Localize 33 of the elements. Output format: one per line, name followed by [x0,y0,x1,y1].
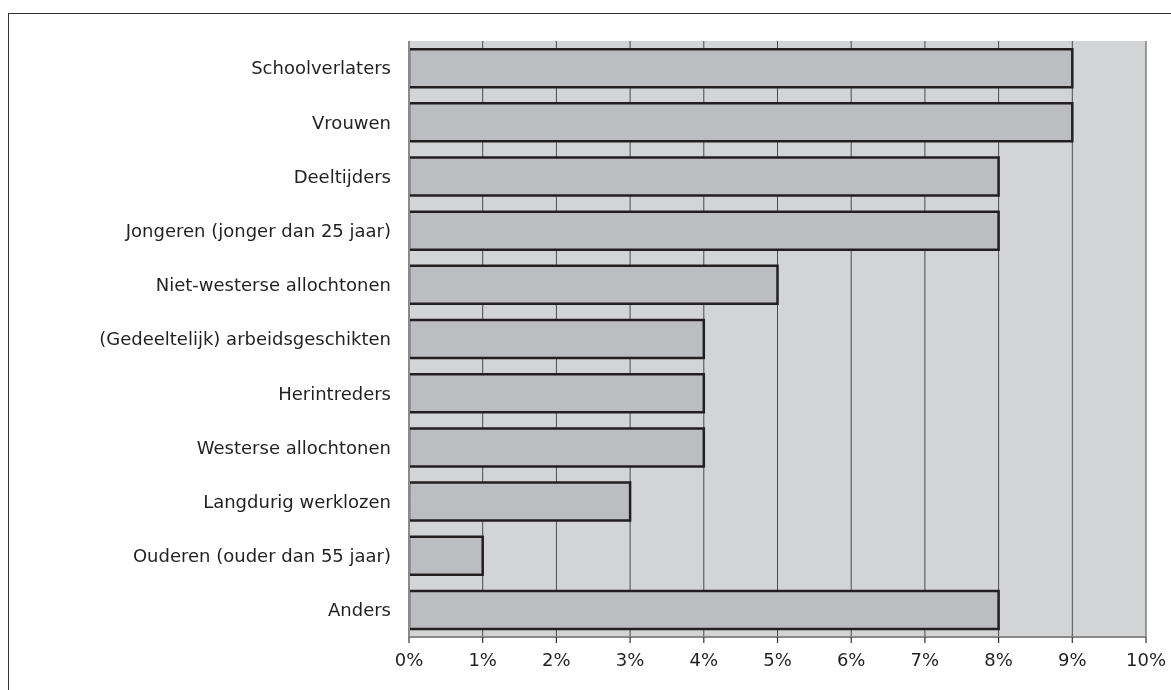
bar [409,535,484,577]
x-tick-label: 2% [542,648,571,670]
y-tick-label: Langdurig werklozen [203,490,391,512]
bar [409,427,706,468]
x-tick-label: 5% [763,648,792,670]
y-tick-label: (Gedeeltelijk) arbeidsgeschikten [99,328,391,350]
bar [409,264,779,306]
x-tick-label: 8% [984,648,1013,670]
bar [409,102,1074,143]
y-tick-label: Westerse allochtonen [196,436,391,458]
y-tick-label: Jongeren (jonger dan 25 jaar) [124,220,391,242]
bar [409,210,1000,251]
y-tick-label: Herintreders [278,382,391,404]
bar [409,318,706,360]
x-tick-label: 7% [910,648,940,670]
y-tick-label: Deeltijders [293,165,391,187]
y-tick-label: Niet-westerse allochtonen [155,274,391,296]
x-tick-label: 0% [394,648,424,670]
x-tick-label: 9% [1058,648,1087,670]
bar [409,481,632,522]
y-tick-label: Schoolverlaters [251,57,391,79]
y-tick-label: Anders [328,599,391,621]
x-tick-label: 1% [468,648,497,670]
bar [409,372,706,414]
x-tick-label: 3% [615,648,645,670]
y-tick-label: Vrouwen [312,111,391,133]
bar [409,47,1074,89]
x-tick-label: 6% [836,648,866,670]
bar [409,156,1000,197]
y-tick-label: Ouderen (ouder dan 55 jaar) [132,545,391,567]
x-tick-label: 10% [1125,648,1167,670]
bar [409,589,1000,631]
x-tick-label: 4% [689,648,719,670]
